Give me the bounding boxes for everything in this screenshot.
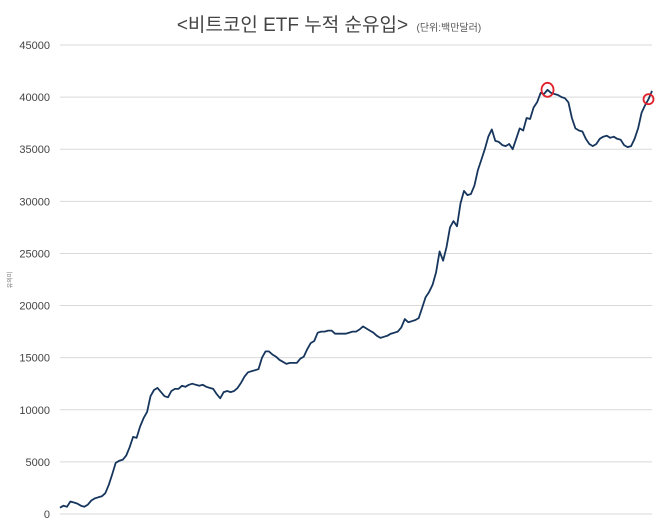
chart-title: <비트코인 ETF 누적 순유입> [176,15,409,36]
y-tick-label: 5000 [26,457,50,469]
y-tick-label: 20000 [19,301,50,313]
y-tick-label: 45000 [19,40,50,52]
y-tick-label: 15000 [19,353,50,365]
highlight-circle-marker [540,81,555,98]
y-tick-label: 0 [44,509,50,521]
y-tick-label: 35000 [19,144,50,156]
series-group [59,88,653,509]
y-axis-label: 유의미 [6,272,14,289]
chart-unit-subtitle: (단위:백만달러) [416,23,482,34]
y-tick-label: 10000 [19,405,50,417]
gridlines [60,44,652,515]
highlight-circle-marker [642,93,655,106]
y-tick-label: 30000 [19,196,50,208]
highlight-markers [540,81,655,106]
y-tick-label: 40000 [19,92,50,104]
series-line [59,88,653,509]
y-axis-ticks: 0 5000 10000 15000 20000 25000 30000 35000 40000… [19,40,50,521]
y-tick-label: 25000 [19,248,50,260]
chart-title-block: <비트코인 ETF 누적 순유입> (단위:백만달러) [0,10,658,37]
